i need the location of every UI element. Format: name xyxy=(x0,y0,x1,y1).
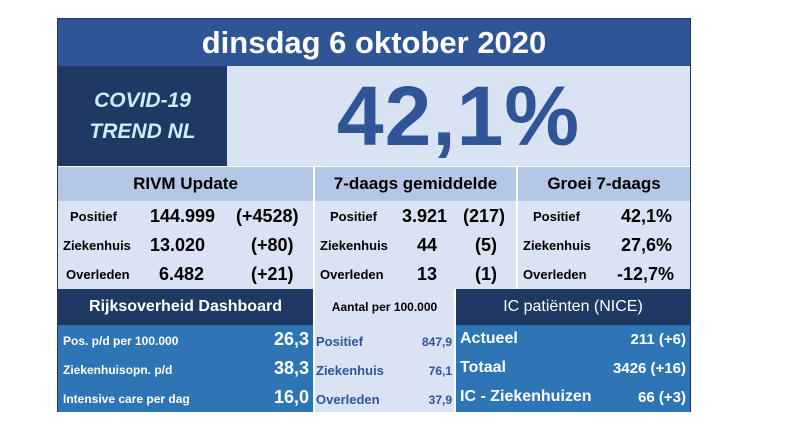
avg7-stats: Positief 3.921 (217) Ziekenhuis 44 (5) O… xyxy=(315,201,516,289)
stat-label: Ziekenhuis xyxy=(523,238,591,253)
stat-delta: (5) xyxy=(475,235,497,255)
rivm-row-overleden: Overleden 6.482 (+21) xyxy=(58,260,313,289)
per100k-row: Positief 847,9 xyxy=(315,327,454,356)
growth7-title: Groei 7-daags xyxy=(518,166,690,201)
per100k-row: Overleden 37,9 xyxy=(315,385,454,414)
stat-value: 38,3 xyxy=(273,358,309,378)
stat-value: 13.020 xyxy=(150,235,206,255)
stat-delta: (+4528) xyxy=(236,206,299,226)
stat-value: 37,9 xyxy=(428,393,452,407)
stat-value: 3426 (+16) xyxy=(613,360,686,377)
divider xyxy=(313,289,315,412)
stat-label: Ziekenhuisopn. p/d xyxy=(63,363,173,377)
divider xyxy=(313,166,315,289)
badge-line-1: COVID-19 xyxy=(94,89,191,112)
stat-value: -12,7% xyxy=(617,264,675,284)
covid-trend-card: dinsdag 6 oktober 2020 COVID-19 TREND NL… xyxy=(57,18,691,412)
dashboard-stats: Pos. p/d per 100.000 26,3 Ziekenhuisopn.… xyxy=(58,325,313,412)
avg7-row-positief: Positief 3.921 (217) xyxy=(315,202,516,231)
stat-value: 27,6% xyxy=(621,235,673,255)
headline-growth-value: 42,1% xyxy=(227,66,690,166)
growth-row-positief: Positief 42,1% xyxy=(518,202,690,231)
per100k-stats: Positief 847,9 Ziekenhuis 76,1 Overleden… xyxy=(315,325,454,412)
stat-value: 13 xyxy=(417,264,438,284)
stat-value: 42,1% xyxy=(621,206,673,226)
stat-value: 76,1 xyxy=(428,364,452,378)
stat-value: 66 (+3) xyxy=(638,389,686,406)
stat-value: 144.999 xyxy=(150,206,216,226)
avg7-row-overleden: Overleden 13 (1) xyxy=(315,260,516,289)
stat-label: Totaal xyxy=(460,359,506,376)
stat-label: Overleden xyxy=(320,267,384,282)
stat-delta: (217) xyxy=(463,206,506,226)
stat-value: 16,0 xyxy=(273,387,309,407)
growth7-stats: Positief 42,1% Ziekenhuis 27,6% Overlede… xyxy=(518,201,690,289)
stat-label: Overleden xyxy=(316,392,380,407)
stat-label: Overleden xyxy=(523,267,587,282)
covid-trend-badge: COVID-19 TREND NL xyxy=(58,66,227,166)
growth-row-ziekenhuis: Ziekenhuis 27,6% xyxy=(518,231,690,260)
stat-label: IC - Ziekenhuizen xyxy=(460,388,592,405)
ic-title: IC patiënten (NICE) xyxy=(456,289,690,325)
date-header: dinsdag 6 oktober 2020 xyxy=(58,19,690,66)
ic-row: Totaal 3426 (+16) xyxy=(456,356,690,385)
stat-label: Pos. p/d per 100.000 xyxy=(63,334,179,348)
avg7-title: 7-daags gemiddelde xyxy=(315,166,516,201)
stat-label: Intensive care per dag xyxy=(63,392,190,406)
stat-label: Positief xyxy=(330,209,377,224)
stat-value: 6.482 xyxy=(159,264,205,284)
per100k-row: Ziekenhuis 76,1 xyxy=(315,356,454,385)
ic-stats: Actueel 211 (+6) Totaal 3426 (+16) IC - … xyxy=(456,325,690,412)
dashboard-row: Ziekenhuisopn. p/d 38,3 xyxy=(58,356,313,385)
stat-delta: (+80) xyxy=(251,235,294,255)
stat-label: Ziekenhuis xyxy=(316,363,384,378)
stat-value: 44 xyxy=(417,235,438,255)
growth-row-overleden: Overleden -12,7% xyxy=(518,260,690,289)
rivm-stats: Positief 144.999 (+4528) Ziekenhuis 13.0… xyxy=(58,201,313,289)
stat-label: Ziekenhuis xyxy=(63,238,131,253)
stat-label: Ziekenhuis xyxy=(320,238,388,253)
stat-label: Actueel xyxy=(460,330,518,347)
stat-label: Positief xyxy=(316,334,363,349)
divider xyxy=(516,166,518,289)
stat-label: Positief xyxy=(70,209,117,224)
rivm-update-title: RIVM Update xyxy=(58,166,313,201)
dashboard-row: Intensive care per dag 16,0 xyxy=(58,385,313,414)
stat-value: 211 (+6) xyxy=(630,331,686,348)
ic-row: IC - Ziekenhuizen 66 (+3) xyxy=(456,385,690,414)
per100k-title: Aantal per 100.000 xyxy=(315,289,454,325)
stat-delta: (1) xyxy=(475,264,497,284)
dashboard-row: Pos. p/d per 100.000 26,3 xyxy=(58,327,313,356)
stat-value: 26,3 xyxy=(273,329,309,349)
stat-label: Overleden xyxy=(66,267,130,282)
stat-delta: (+21) xyxy=(251,264,294,284)
divider xyxy=(454,289,456,412)
stat-label: Positief xyxy=(533,209,580,224)
rivm-row-ziekenhuis: Ziekenhuis 13.020 (+80) xyxy=(58,231,313,260)
badge-line-2: TREND NL xyxy=(89,120,196,143)
ic-row: Actueel 211 (+6) xyxy=(456,327,690,356)
stat-value: 847,9 xyxy=(421,335,452,349)
avg7-row-ziekenhuis: Ziekenhuis 44 (5) xyxy=(315,231,516,260)
rivm-row-positief: Positief 144.999 (+4528) xyxy=(58,202,313,231)
stat-value: 3.921 xyxy=(402,206,448,226)
dashboard-title: Rijksoverheid Dashboard xyxy=(58,289,313,325)
